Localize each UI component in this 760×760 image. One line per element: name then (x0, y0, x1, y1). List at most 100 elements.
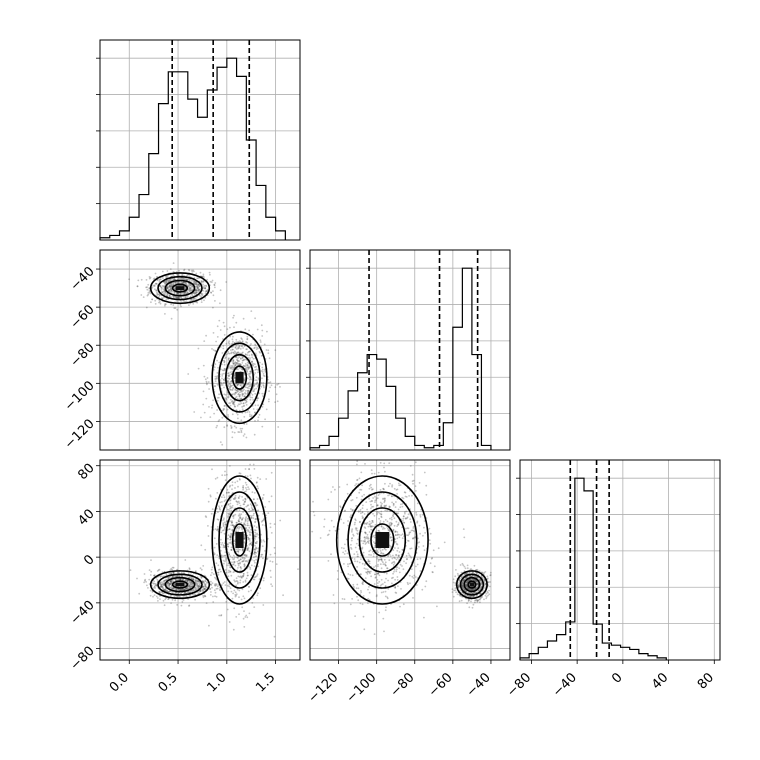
sample-point (228, 382, 231, 385)
sample-point (158, 293, 160, 296)
sample-point (168, 286, 171, 288)
sample-point (149, 574, 152, 576)
sample-point (246, 351, 249, 354)
sample-point (192, 287, 195, 289)
sample-point (223, 361, 226, 364)
sample-point (245, 404, 248, 406)
sample-point (211, 406, 213, 409)
sample-point (248, 354, 251, 357)
sample-point (378, 517, 380, 520)
sample-point (254, 317, 256, 320)
sample-point (378, 611, 381, 614)
sample-point (215, 497, 217, 500)
sample-point (191, 285, 194, 288)
sample-point (469, 568, 472, 571)
sample-point (172, 295, 175, 298)
sample-point (230, 389, 233, 391)
sample-point (160, 287, 163, 289)
sample-point (232, 360, 235, 362)
sample-point (235, 348, 238, 350)
sample-point (202, 287, 205, 290)
sample-point (231, 364, 234, 367)
sample-point (236, 560, 239, 563)
sample-point (264, 371, 267, 373)
sample-point (373, 514, 376, 517)
sample-point (154, 282, 157, 285)
sample-point (241, 368, 244, 370)
sample-point (485, 592, 488, 595)
sample-point (182, 299, 185, 302)
sample-point (196, 286, 199, 288)
sample-point (244, 481, 247, 484)
sample-point (217, 366, 220, 369)
sample-point (471, 606, 474, 609)
sample-point (203, 594, 206, 597)
sample-point (254, 379, 256, 381)
sample-point (402, 520, 404, 522)
sample-point (256, 328, 259, 331)
sample-point (212, 595, 214, 598)
histogram-step-0 (99, 57, 286, 240)
sample-point (197, 283, 200, 286)
sample-point (360, 540, 363, 542)
sample-point (160, 297, 163, 299)
sample-point (159, 598, 161, 600)
sample-point (250, 504, 253, 507)
sample-point (167, 286, 169, 288)
sample-point (255, 546, 257, 549)
sample-point (404, 495, 407, 498)
sample-point (362, 540, 365, 542)
sample-point (223, 369, 226, 371)
sample-point (468, 606, 471, 609)
sample-point (228, 621, 231, 623)
sample-point (243, 563, 246, 565)
sample-point (181, 292, 184, 294)
sample-point (245, 384, 248, 386)
sample-point (232, 401, 235, 404)
sample-point (204, 378, 207, 381)
sample-point (244, 393, 247, 395)
sample-point (462, 528, 465, 530)
sample-point (261, 363, 264, 366)
sample-point (162, 277, 164, 279)
sample-point (246, 341, 249, 344)
sample-point (223, 408, 226, 410)
sample-point (247, 381, 250, 384)
sample-point (153, 284, 156, 287)
sample-point (172, 274, 175, 276)
sample-point (196, 287, 199, 289)
sample-point (200, 416, 202, 419)
sample-point (226, 380, 229, 383)
sample-point (233, 607, 236, 610)
sample-point (330, 553, 332, 556)
sample-point (237, 496, 240, 499)
sample-point (152, 587, 155, 589)
sample-point (166, 270, 169, 272)
sample-point (170, 285, 173, 288)
sample-point (221, 443, 224, 446)
sample-point (260, 555, 263, 558)
sample-point (206, 290, 208, 293)
sample-point (255, 376, 258, 379)
sample-point (246, 370, 249, 373)
sample-point (389, 482, 391, 485)
sample-point (179, 304, 182, 306)
sample-point (239, 348, 242, 350)
sample-point (256, 399, 258, 402)
sample-point (213, 283, 216, 286)
sample-point (237, 393, 240, 396)
sample-point (227, 381, 230, 383)
sample-point (234, 361, 237, 364)
sample-point (180, 300, 183, 302)
sample-point (189, 287, 192, 289)
sample-point (180, 293, 182, 295)
sample-point (227, 383, 230, 386)
sample-point (152, 582, 155, 585)
sample-point (216, 375, 219, 377)
sample-point (270, 576, 272, 578)
sample-point (189, 290, 191, 293)
sample-point (170, 317, 173, 320)
sample-point (252, 408, 255, 410)
sample-point (323, 518, 326, 521)
sample-point (373, 472, 376, 475)
